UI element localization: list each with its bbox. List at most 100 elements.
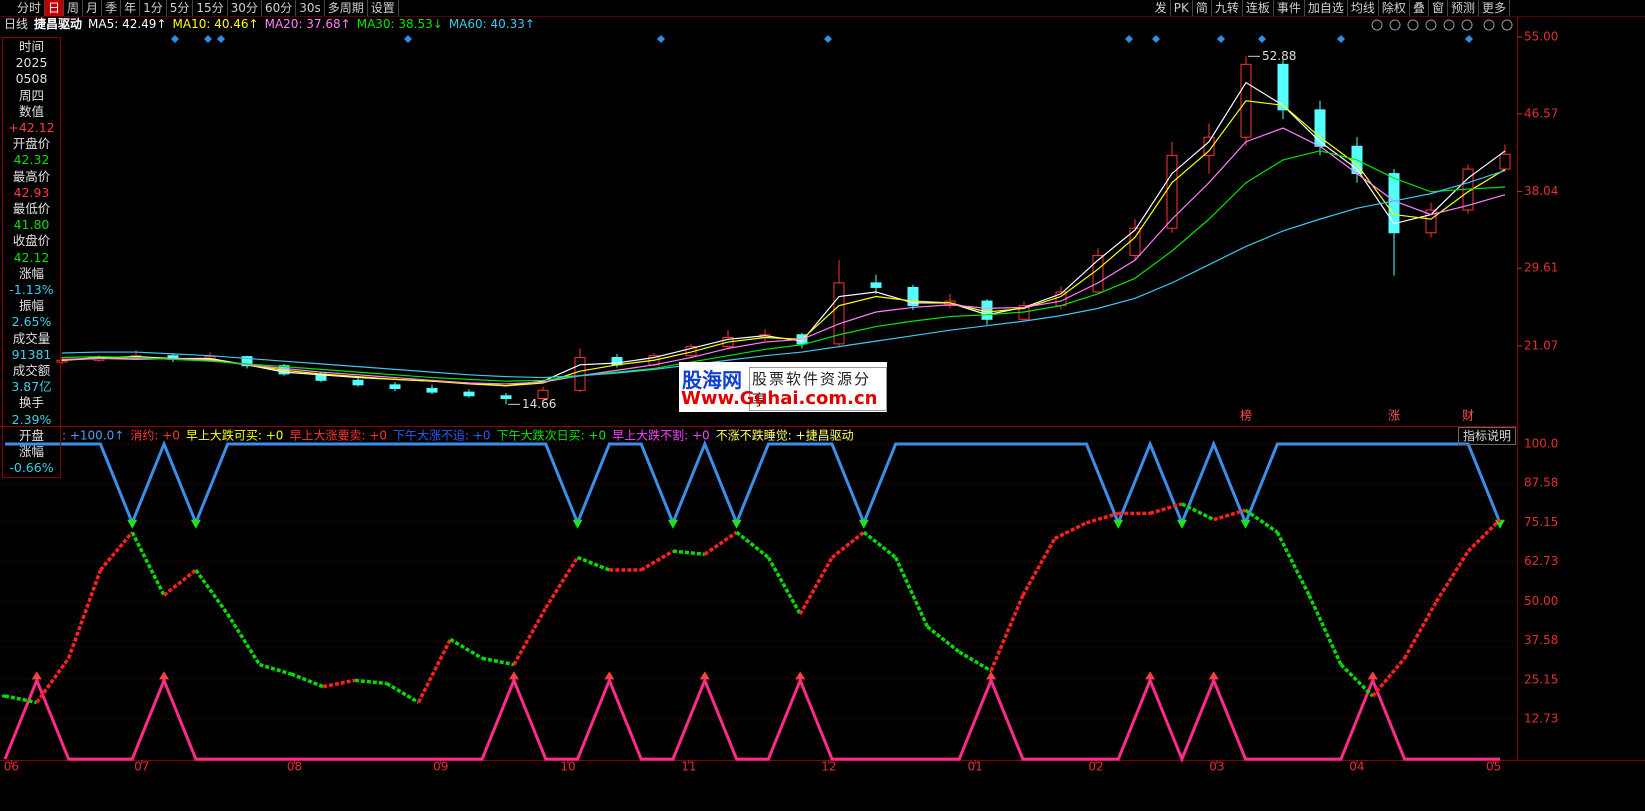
tool-button[interactable]: 九转 <box>1212 0 1243 16</box>
x-tick-label: 09 <box>433 760 448 774</box>
y-tick-label: 55.00 <box>1524 30 1558 44</box>
sell-arrow <box>858 519 869 529</box>
signal-line <box>5 440 1502 527</box>
tool-button[interactable]: 更多 <box>1479 0 1510 16</box>
indicator-segment <box>35 657 71 704</box>
buy-arrow <box>795 671 806 680</box>
tool-button[interactable]: 窗 <box>1429 0 1448 16</box>
x-tick-label: 02 <box>1088 760 1103 774</box>
candle-body <box>463 391 475 397</box>
info-line: 41.80 <box>13 217 50 233</box>
tool-button[interactable]: 预测 <box>1448 0 1479 16</box>
tool-icons[interactable] <box>1371 19 1513 31</box>
period-button[interactable]: 30s <box>296 0 325 16</box>
watermark-brand: 股海网 <box>682 368 742 392</box>
extreme-label: 14.66 <box>522 397 556 411</box>
watermark-url: Www.Guhai.com.cn <box>681 388 878 409</box>
candle-body <box>352 379 364 386</box>
candle-body <box>389 384 401 389</box>
info-line: 成交额 <box>12 363 51 379</box>
tool-button[interactable]: 事件 <box>1274 0 1305 16</box>
indicator-segment <box>703 530 738 556</box>
ma-legend: MA20: 37.68↑ <box>264 17 351 31</box>
info-line: 周四 <box>18 87 44 103</box>
info-line: 2.39% <box>11 411 52 427</box>
tool-button[interactable]: 发 <box>1152 0 1171 16</box>
sell-arrow <box>1176 519 1187 529</box>
info-line: 91381 <box>11 346 52 362</box>
sell-arrow <box>1240 519 1251 529</box>
x-tick-label: 05 <box>1486 760 1501 774</box>
event-marker[interactable]: 财 <box>1462 409 1474 423</box>
event-marker[interactable]: 榜 <box>1240 408 1252 423</box>
info-line: 42.93 <box>13 184 50 200</box>
chart-header: 日线 捷昌驱动 MA5: 42.49↑ MA10: 40.46↑ MA20: 37.… <box>4 17 535 32</box>
period-button[interactable]: 分时 <box>14 0 46 16</box>
ma-line <box>61 100 1506 387</box>
x-tick-label: 08 <box>287 760 302 774</box>
info-line: 42.32 <box>13 152 50 168</box>
tool-button[interactable]: 均线 <box>1348 0 1379 16</box>
period-button[interactable]: 多周期 <box>325 0 368 16</box>
period-button[interactable]: 日 <box>45 0 65 16</box>
period-button[interactable]: 季 <box>102 0 122 16</box>
period-button[interactable]: 周 <box>64 0 84 16</box>
period-button[interactable]: 30分 <box>228 0 262 16</box>
indicator-segment <box>385 681 420 704</box>
indicator-segment <box>162 568 197 597</box>
period-button[interactable]: 年 <box>121 0 141 16</box>
sell-arrow <box>1495 519 1505 529</box>
x-tick-label: 10 <box>560 760 575 774</box>
y-tick-label: 38.04 <box>1524 184 1558 198</box>
candle-body <box>981 300 993 320</box>
indicator-segment <box>1403 600 1438 660</box>
indicator-legend: 下午大涨不追: +0 <box>393 428 491 443</box>
tool-button[interactable]: 叠 <box>1410 0 1429 16</box>
info-line: -0.66% <box>9 460 54 476</box>
period-button[interactable]: 60分 <box>262 0 297 16</box>
indicator-help-button[interactable]: 指标说明 <box>1458 427 1516 445</box>
buy-arrow <box>508 671 519 680</box>
candle-body <box>426 387 438 393</box>
buy-arrow <box>1367 671 1378 680</box>
buy-arrow <box>1145 671 1156 680</box>
tool-button[interactable]: 简 <box>1193 0 1212 16</box>
sell-arrow <box>667 519 678 529</box>
candle-body <box>574 357 586 391</box>
indicator-segment <box>766 556 802 616</box>
period-button[interactable]: 1分 <box>140 0 167 16</box>
candle-body <box>241 356 253 367</box>
period-button[interactable]: 月 <box>83 0 103 16</box>
x-tick-label: 04 <box>1349 760 1364 774</box>
tool-button[interactable]: PK <box>1171 0 1193 16</box>
info-line: 3.87亿 <box>11 379 52 395</box>
x-tick-label: 07 <box>134 760 149 774</box>
info-line: 时间 <box>18 39 44 54</box>
tool-button[interactable]: 加自选 <box>1305 0 1348 16</box>
indicator-segment <box>99 531 134 572</box>
period-button[interactable]: 设置 <box>368 0 399 16</box>
tool-toolbar: 发 PK 简九转 连板 事件 加自选 均线 除权叠窗预测 更多 <box>1152 0 1510 16</box>
indicator-segment <box>66 569 103 659</box>
indicator-segment <box>226 613 261 666</box>
info-line: 开盘 <box>18 427 44 443</box>
period-button[interactable]: 5分 <box>167 0 194 16</box>
info-line: 数值 <box>18 103 44 119</box>
tool-button[interactable]: 连板 <box>1243 0 1274 16</box>
info-line: 涨幅 <box>18 444 44 460</box>
extreme-label: 52.88 <box>1262 49 1296 63</box>
period-button[interactable]: 15分 <box>193 0 228 16</box>
event-marker[interactable]: 涨 <box>1388 408 1400 423</box>
tool-button[interactable]: 除权 <box>1379 0 1410 16</box>
candle-body <box>500 395 512 400</box>
ma-legend: MA60: 40.33↑ <box>448 17 535 31</box>
y-tick-label: 87.58 <box>1524 476 1558 490</box>
indicator-segment <box>735 530 770 559</box>
indicator-segment <box>1213 508 1247 522</box>
indicator-legend: 下午大跌次日买: +0 <box>497 428 607 443</box>
x-tick-label: 03 <box>1209 760 1224 774</box>
buy-arrow <box>1208 671 1219 680</box>
y-tick-label: 75.15 <box>1524 515 1558 529</box>
y-tick-label: 100.0 <box>1524 437 1558 451</box>
